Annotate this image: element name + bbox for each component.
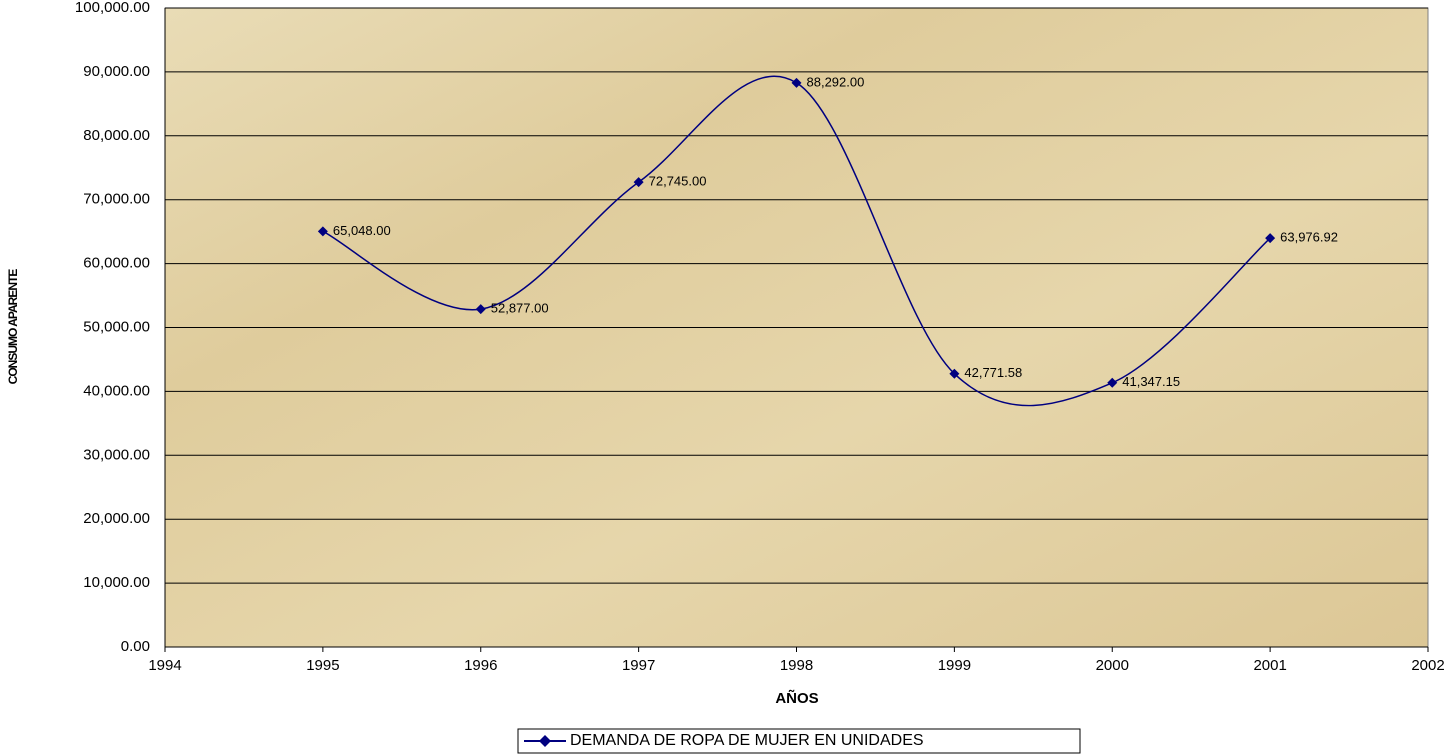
marker: [317, 226, 328, 237]
legend-label: DEMANDA DE ROPA DE MUJER EN UNIDADES: [570, 732, 924, 749]
y-tick-label: 100,000.00: [75, 0, 150, 16]
x-tick-label: 1998: [780, 657, 813, 674]
x-tick-label: 2001: [1253, 657, 1286, 674]
marker: [475, 304, 486, 315]
data-label: 52,877.00: [491, 301, 549, 316]
data-label: 63,976.92: [1280, 230, 1338, 245]
y-tick-label: 80,000.00: [83, 127, 150, 144]
y-tick-label: 60,000.00: [83, 255, 150, 272]
x-axis-title: AÑOS: [775, 689, 818, 707]
y-tick-label: 70,000.00: [83, 191, 150, 208]
y-tick-label: 20,000.00: [83, 510, 150, 527]
y-tick-label: 0.00: [121, 638, 150, 655]
x-tick-label: 1999: [938, 657, 971, 674]
data-label: 41,347.15: [1122, 374, 1180, 389]
legend: DEMANDA DE ROPA DE MUJER EN UNIDADES: [517, 728, 1081, 754]
y-tick-label: 30,000.00: [83, 446, 150, 463]
y-axis-title: CONSUMO APARENTE: [6, 269, 20, 385]
data-label: 88,292.00: [807, 74, 865, 89]
y-tick-label: 40,000.00: [83, 382, 150, 399]
marker: [633, 177, 644, 188]
y-tick-label: 10,000.00: [83, 574, 150, 591]
y-tick-label: 90,000.00: [83, 63, 150, 80]
x-tick-label: 1996: [464, 657, 497, 674]
x-tick-label: 2000: [1096, 657, 1129, 674]
marker: [949, 368, 960, 379]
legend-marker: [539, 735, 551, 747]
data-label: 72,745.00: [649, 174, 707, 189]
marker: [1265, 233, 1276, 244]
x-tick-label: 1995: [306, 657, 339, 674]
x-tick-label: 1997: [622, 657, 655, 674]
data-label: 42,771.58: [964, 365, 1022, 380]
x-tick-label: 1994: [148, 657, 181, 674]
data-label: 65,048.00: [333, 223, 391, 238]
marker: [1107, 377, 1118, 388]
x-tick-label: 2002: [1411, 657, 1444, 674]
marker: [791, 77, 802, 88]
legend-box: [517, 728, 1081, 754]
y-tick-label: 50,000.00: [83, 318, 150, 335]
